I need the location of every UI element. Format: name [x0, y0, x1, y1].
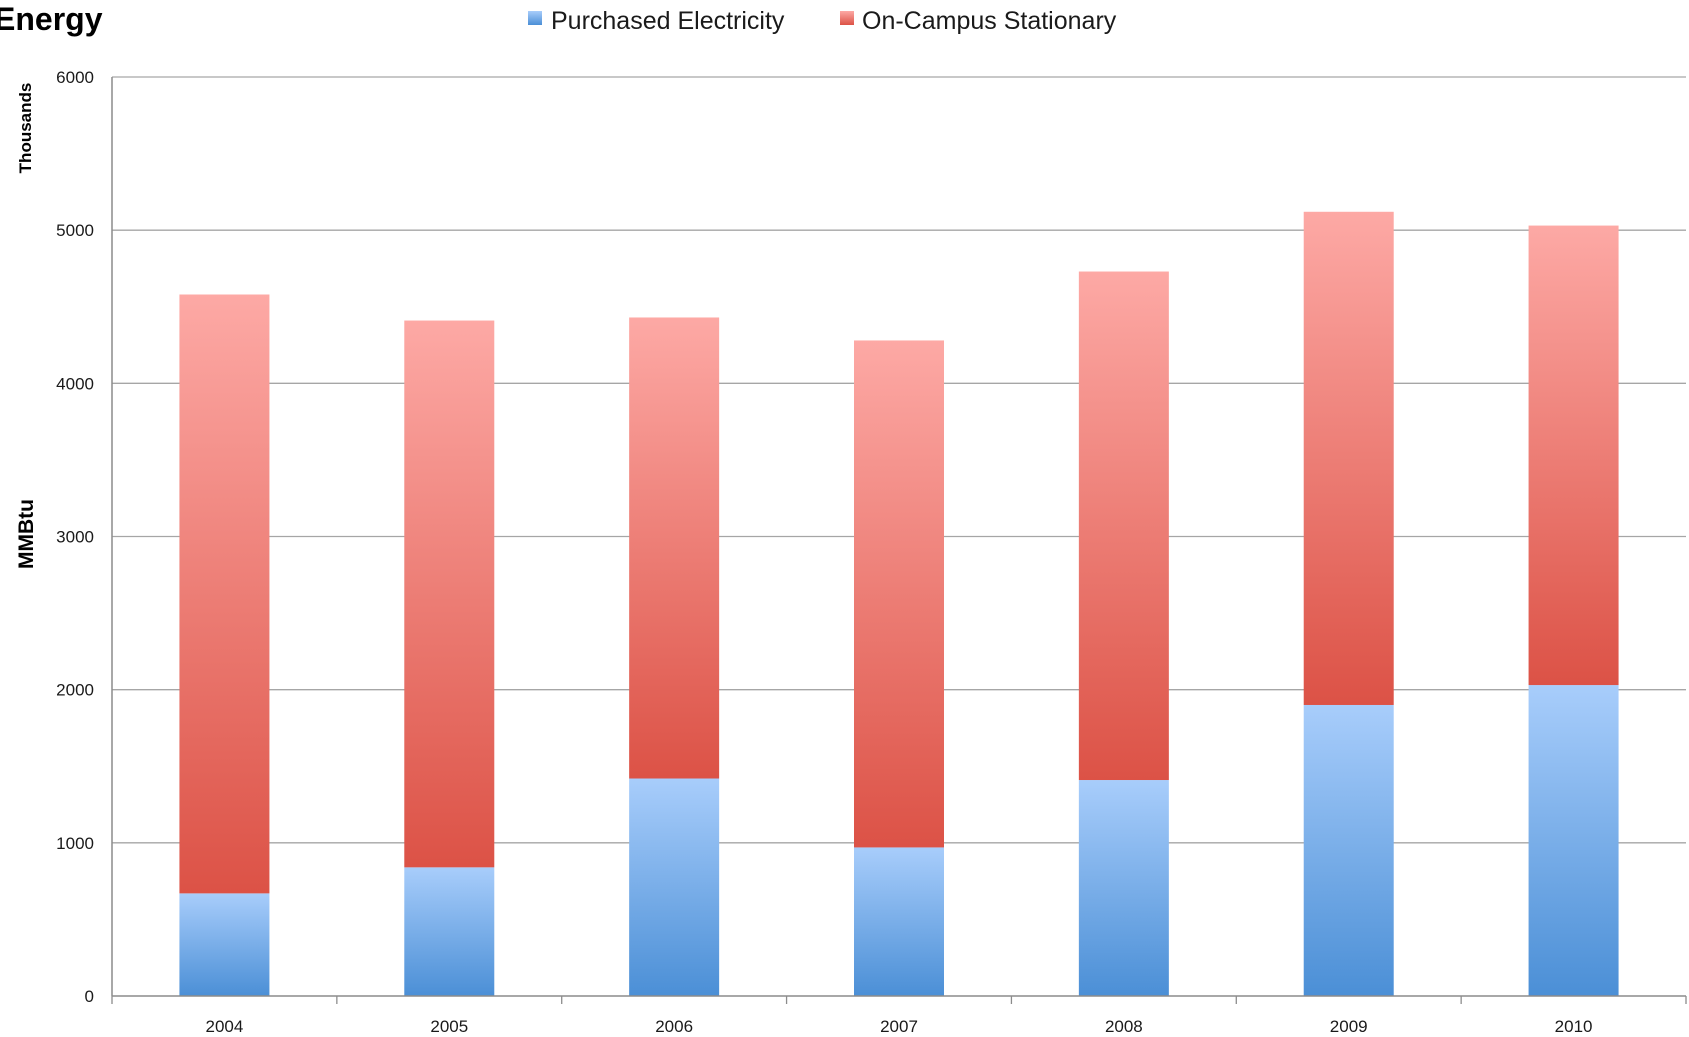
bar-purchased-electricity-2009: [1303, 704, 1394, 996]
bar-on-campus-stationary-2007: [854, 340, 944, 848]
y-axis-ticks: 0 1000 2000 3000 4000 5000 6000: [56, 68, 113, 1006]
x-tick-label-2008: 2008: [1105, 1017, 1143, 1036]
y-tick-label-0: 0: [85, 987, 94, 1006]
bar-purchased-electricity-2006: [629, 778, 720, 996]
x-tick-label-2010: 2010: [1555, 1017, 1593, 1036]
bar-purchased-electricity-2007: [854, 847, 944, 996]
bar-purchased-electricity-2005: [404, 867, 495, 996]
bar-on-campus-stationary-2006: [629, 317, 720, 779]
legend-swatch-on-campus-stationary: [840, 11, 854, 25]
y-tick-label-6000: 6000: [56, 68, 94, 87]
x-tick-label-2009: 2009: [1330, 1017, 1368, 1036]
x-tick-label-2005: 2005: [430, 1017, 468, 1036]
y-axis-title: MMBtu: [15, 499, 38, 569]
bar-on-campus-stationary-2004: [179, 294, 270, 894]
bar-on-campus-stationary-2010: [1528, 225, 1619, 686]
x-axis: 2004 2005 2006 2007 2008 2009 2010: [111, 995, 1687, 1036]
bar-purchased-electricity-2008: [1078, 780, 1169, 996]
chart-title: Energy: [0, 1, 103, 37]
x-tick-label-2004: 2004: [206, 1017, 244, 1036]
y-tick-label-2000: 2000: [56, 681, 94, 700]
x-tick-label-2007: 2007: [880, 1017, 918, 1036]
bar-on-campus-stationary-2008: [1078, 271, 1169, 781]
legend-label-on-campus-stationary: On-Campus Stationary: [862, 7, 1117, 35]
y-axis-unit-label: Thousands: [16, 83, 35, 174]
y-tick-label-5000: 5000: [56, 221, 94, 240]
legend: Purchased Electricity On-Campus Stationa…: [528, 7, 1117, 35]
legend-label-purchased-electricity: Purchased Electricity: [551, 7, 785, 35]
bar-on-campus-stationary-2005: [404, 320, 495, 868]
legend-swatch-purchased-electricity: [528, 11, 542, 25]
bar-purchased-electricity-2010: [1528, 685, 1619, 996]
bars: [179, 211, 1619, 996]
bar-purchased-electricity-2004: [179, 893, 270, 996]
x-tick-label-2006: 2006: [655, 1017, 693, 1036]
bar-on-campus-stationary-2009: [1303, 211, 1394, 705]
y-tick-label-1000: 1000: [56, 834, 94, 853]
y-tick-label-4000: 4000: [56, 374, 94, 393]
y-tick-label-3000: 3000: [56, 528, 94, 547]
